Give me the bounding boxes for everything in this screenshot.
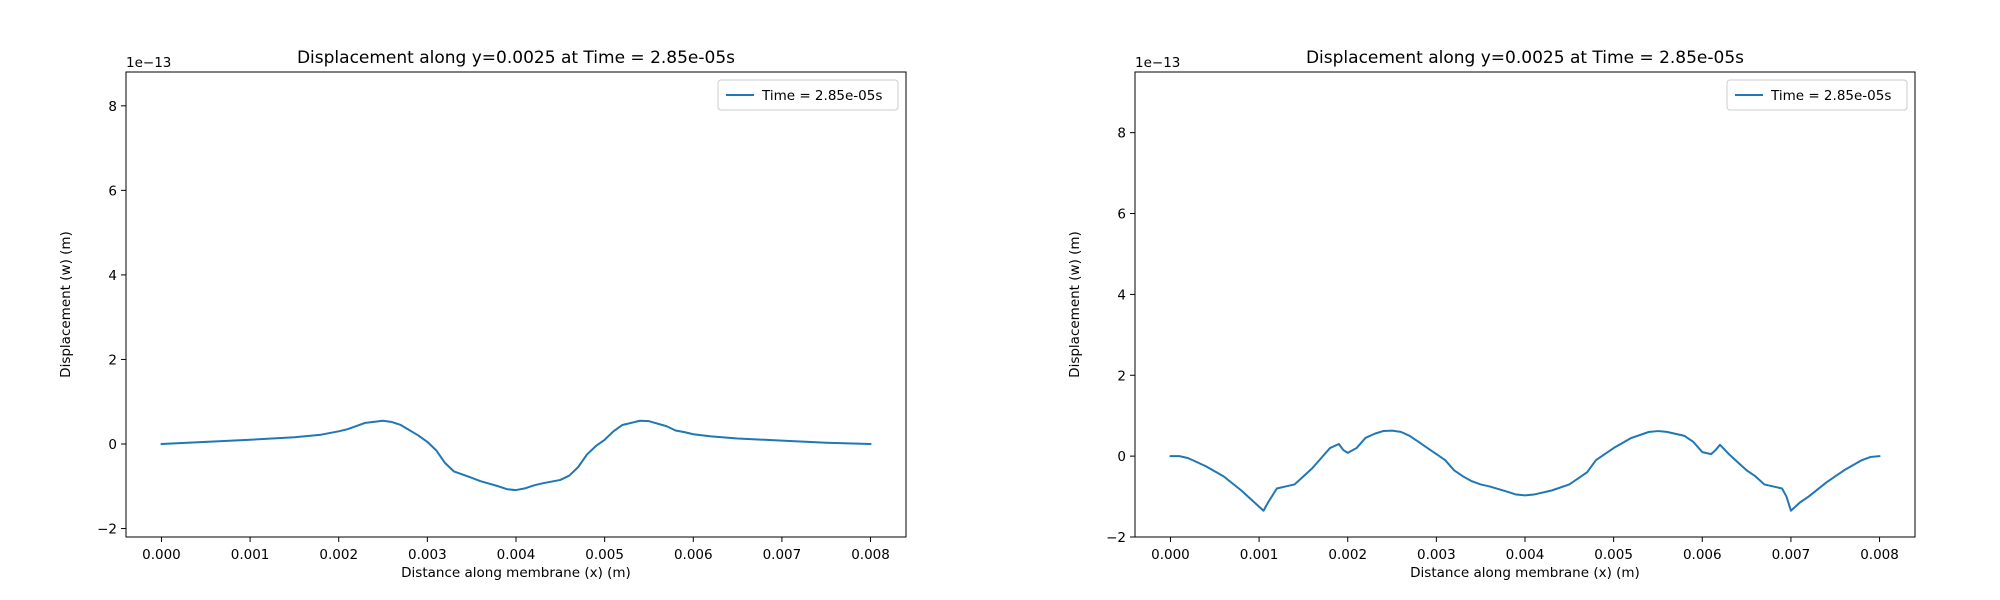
chart-title: Displacement along y=0.0025 at Time = 2.…: [297, 48, 735, 68]
x-tick-label: 0.005: [585, 547, 624, 563]
y-tick-label: 8: [1117, 126, 1126, 142]
y-tick-label: −2: [1106, 530, 1126, 546]
y-axis-label: Displacement (w) (m): [58, 231, 74, 378]
legend-label: Time = 2.85e-05s: [761, 88, 882, 104]
x-axis-label: Distance along membrane (x) (m): [401, 565, 631, 581]
legend: Time = 2.85e-05s: [717, 79, 899, 111]
y-tick-label: 2: [1117, 368, 1126, 384]
x-tick-label: 0.001: [231, 547, 270, 563]
plot-frame: [125, 71, 907, 538]
y-scale-label: 1e−13: [1135, 55, 1180, 71]
series-line: [160, 419, 872, 492]
x-tick-label: 0.008: [851, 547, 890, 563]
y-tick-label: 8: [108, 99, 117, 115]
y-tick-label: 6: [108, 183, 117, 199]
x-tick-label: 0.002: [1328, 547, 1367, 563]
x-axis-label: Distance along membrane (x) (m): [1410, 565, 1640, 581]
y-tick-label: 4: [108, 268, 117, 284]
y-tick-label: 4: [1117, 287, 1126, 303]
x-tick-label: 0.001: [1240, 547, 1279, 563]
y-scale-label: 1e−13: [126, 55, 171, 71]
x-tick-label: 0.006: [674, 547, 713, 563]
plot-frame: [1134, 71, 1916, 538]
x-tick-label: 0.000: [142, 547, 181, 563]
legend: Time = 2.85e-05s: [1726, 79, 1908, 111]
x-tick-label: 0.004: [1506, 547, 1545, 563]
x-tick-label: 0.004: [497, 547, 536, 563]
chart-title: Displacement along y=0.0025 at Time = 2.…: [1306, 48, 1744, 68]
y-tick-label: 2: [108, 352, 117, 368]
y-axis-label: Displacement (w) (m): [1067, 231, 1083, 378]
chart-panel-2: Displacement along y=0.0025 at Time = 2.…: [1067, 48, 1916, 581]
x-tick-label: 0.003: [1417, 547, 1456, 563]
legend-box: [1726, 79, 1908, 111]
chart-panel-1: Displacement along y=0.0025 at Time = 2.…: [58, 48, 907, 581]
x-tick-label: 0.006: [1683, 547, 1722, 563]
y-tick-label: 6: [1117, 207, 1126, 223]
y-tick-label: 0: [1117, 449, 1126, 465]
series-line: [1169, 429, 1881, 512]
x-tick-label: 0.000: [1151, 547, 1190, 563]
legend-label: Time = 2.85e-05s: [1770, 88, 1891, 104]
x-tick-label: 0.003: [408, 547, 447, 563]
legend-box: [717, 79, 899, 111]
x-tick-label: 0.007: [763, 547, 802, 563]
x-tick-label: 0.007: [1772, 547, 1811, 563]
y-tick-label: 0: [108, 437, 117, 453]
y-tick-label: −2: [97, 522, 117, 538]
x-tick-label: 0.005: [1594, 547, 1633, 563]
x-tick-label: 0.008: [1860, 547, 1899, 563]
x-tick-label: 0.002: [319, 547, 358, 563]
